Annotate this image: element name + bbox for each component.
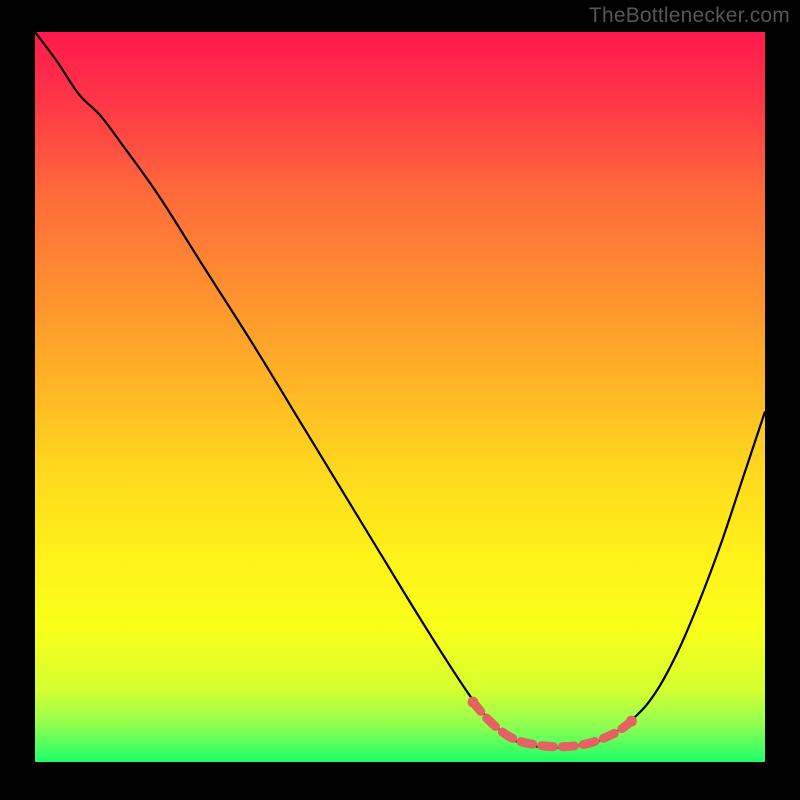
valley-end-dot: [626, 716, 637, 727]
main-curve-line: [35, 32, 765, 748]
bottleneck-curve-chart: [35, 32, 765, 762]
valley-end-dot: [468, 697, 479, 708]
valley-highlight-line: [473, 702, 631, 747]
plot-area: [35, 32, 765, 762]
watermark-text: TheBottlenecker.com: [589, 4, 790, 28]
